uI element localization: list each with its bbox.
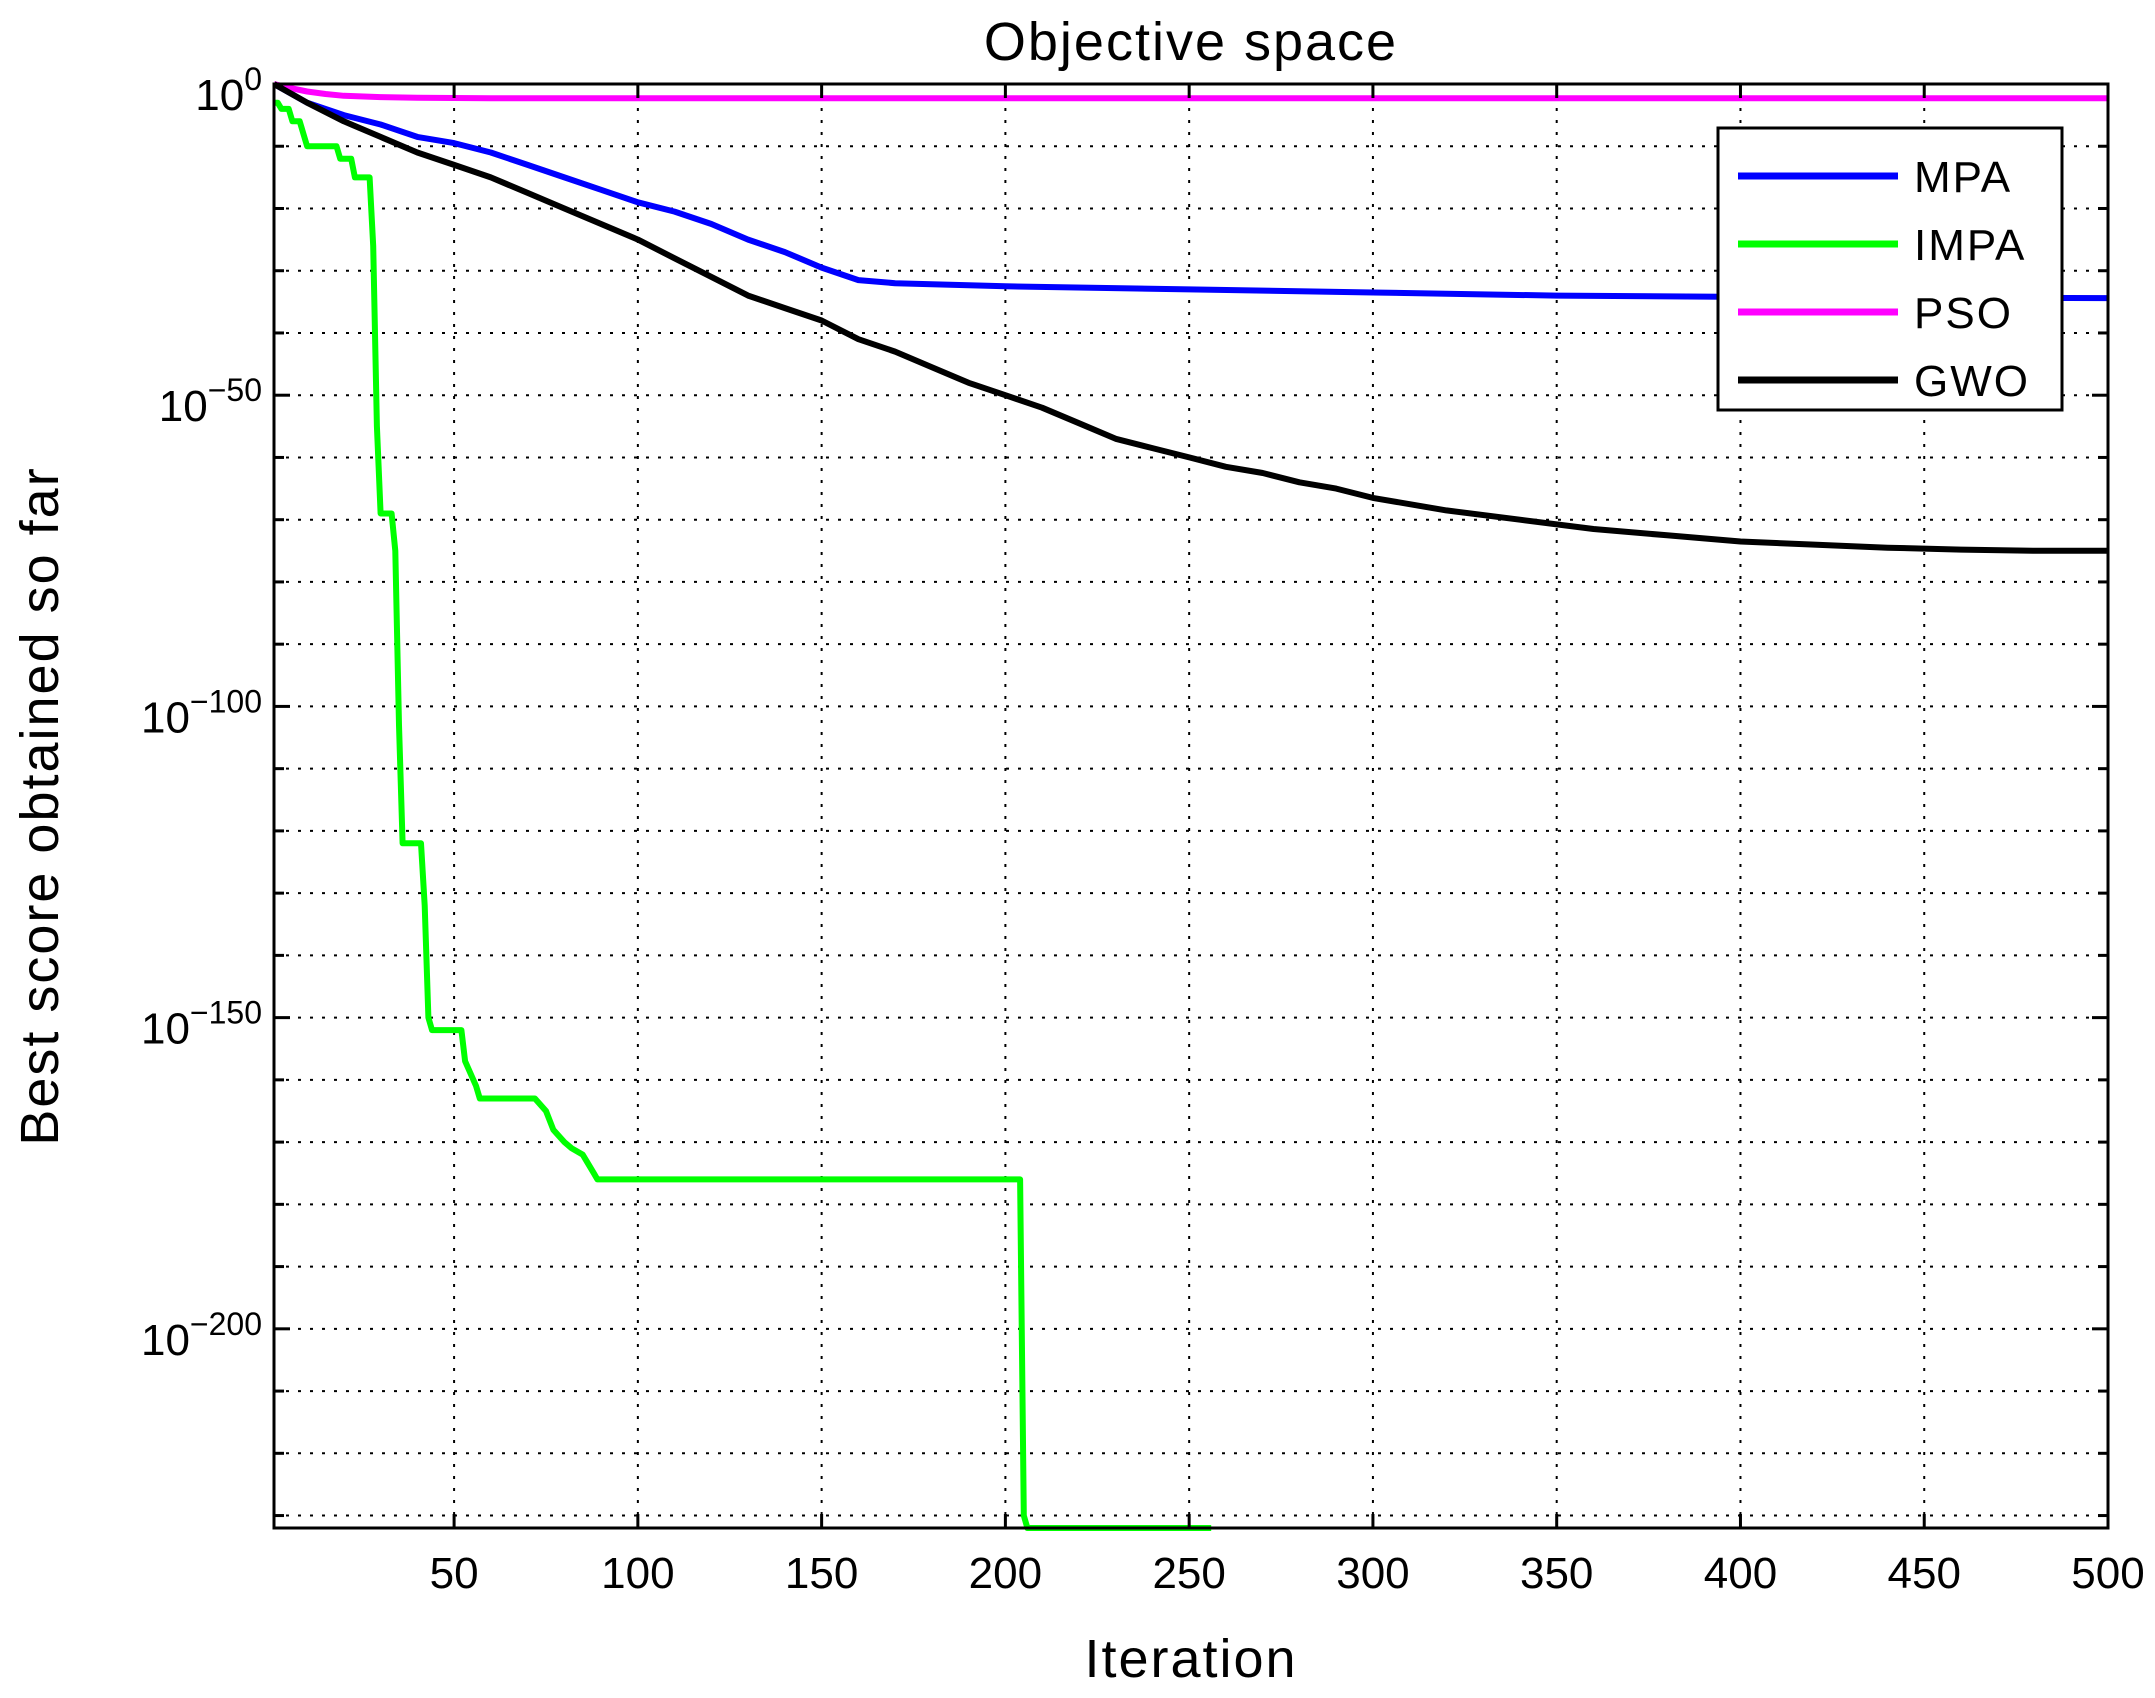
series-line-pso bbox=[273, 81, 2108, 102]
y-tick-label: 10−100 bbox=[141, 683, 262, 742]
x-tick-label: 200 bbox=[969, 1549, 1042, 1598]
legend-label: IMPA bbox=[1914, 221, 2026, 270]
x-tick-label: 500 bbox=[2071, 1549, 2144, 1598]
legend-label: MPA bbox=[1914, 153, 2012, 202]
y-tick-labels: 100 10−50 10−100 10−150 10−200 bbox=[141, 61, 262, 1365]
y-tick-label: 10−150 bbox=[141, 995, 262, 1054]
series-lines bbox=[272, 81, 2109, 1531]
x-tick-labels: 50 100 150 200 250 300 350 400 450 500 bbox=[430, 1549, 2145, 1598]
legend-label: GWO bbox=[1914, 357, 2030, 406]
x-tick-label: 100 bbox=[601, 1549, 674, 1598]
x-axis-label: Iteration bbox=[1084, 1629, 1297, 1689]
y-tick-label: 10−50 bbox=[159, 372, 262, 431]
plot-frame bbox=[272, 82, 2110, 1530]
x-tick-label: 400 bbox=[1704, 1549, 1777, 1598]
axis-ticks bbox=[274, 84, 2110, 1528]
x-tick-label: 450 bbox=[1888, 1549, 1961, 1598]
legend: MPA IMPA PSO GWO bbox=[1716, 126, 2064, 412]
legend-label: PSO bbox=[1914, 289, 2013, 338]
series-line-mpa bbox=[272, 81, 2109, 302]
x-tick-label: 150 bbox=[785, 1549, 858, 1598]
y-axis-label: Best score obtained so far bbox=[10, 466, 70, 1145]
x-tick-label: 250 bbox=[1152, 1549, 1225, 1598]
series-line-impa bbox=[274, 99, 1212, 1531]
chart-title: Objective space bbox=[984, 12, 1398, 72]
x-tick-label: 350 bbox=[1520, 1549, 1593, 1598]
x-tick-label: 300 bbox=[1336, 1549, 1409, 1598]
y-tick-label: 10−200 bbox=[141, 1306, 262, 1365]
y-tick-label: 100 bbox=[195, 61, 262, 120]
x-tick-label: 50 bbox=[430, 1549, 479, 1598]
series-line-gwo bbox=[272, 81, 2108, 554]
